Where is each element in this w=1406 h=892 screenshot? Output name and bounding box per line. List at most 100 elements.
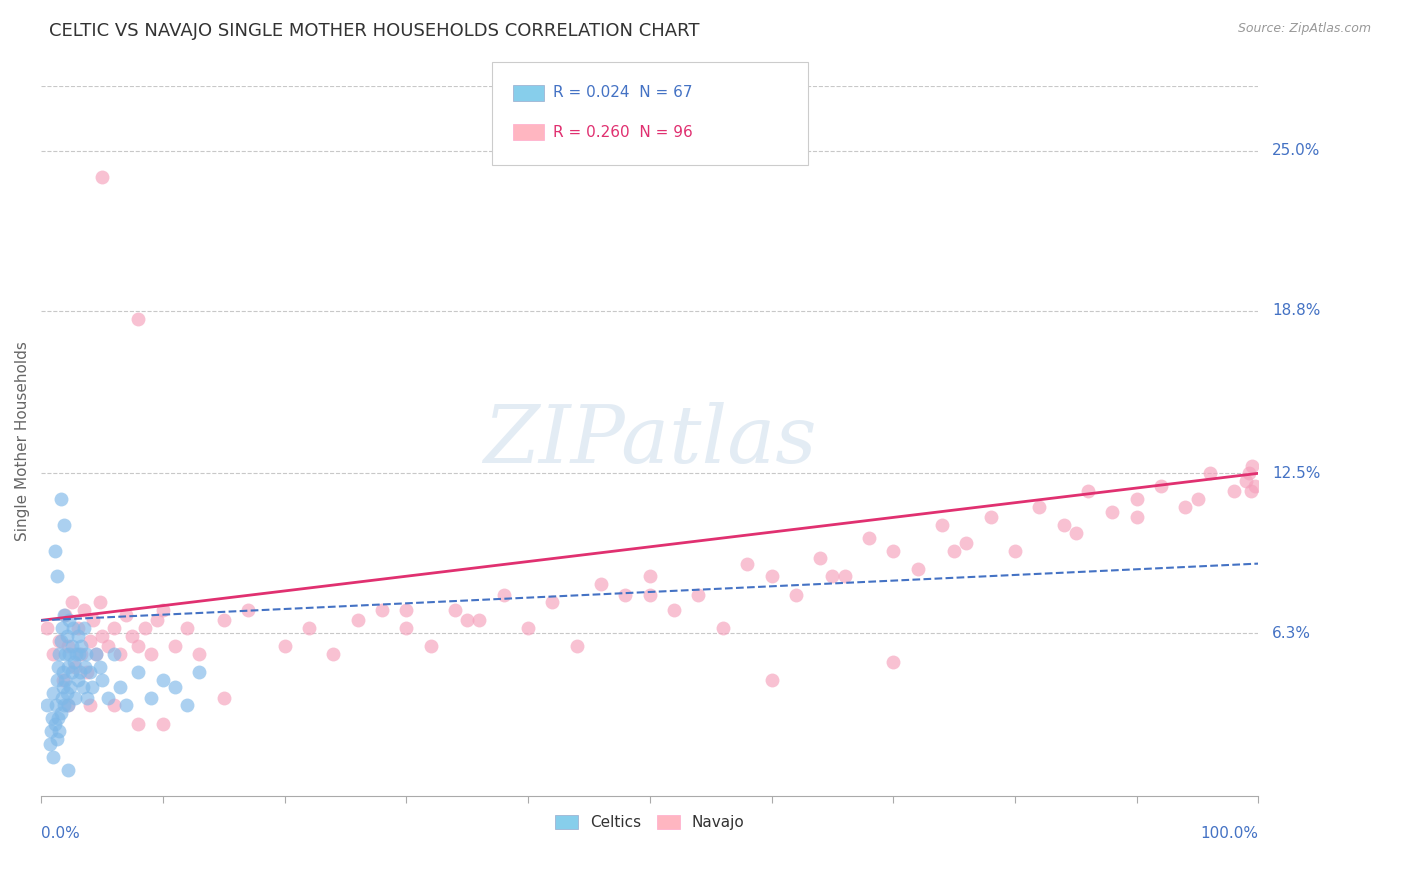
Point	[60, 665, 83, 679]
Point	[212, 613, 235, 627]
Point	[1077, 484, 1099, 499]
Point	[371, 603, 394, 617]
Point	[56, 698, 79, 713]
Point	[468, 613, 491, 627]
Point	[1243, 479, 1265, 493]
Point	[55, 673, 77, 687]
Point	[65, 647, 87, 661]
Point	[152, 603, 174, 617]
Text: R = 0.024  N = 67: R = 0.024 N = 67	[553, 86, 692, 100]
Point	[761, 569, 783, 583]
Point	[322, 647, 344, 661]
Point	[662, 603, 685, 617]
Text: CELTIC VS NAVAJO SINGLE MOTHER HOUSEHOLDS CORRELATION CHART: CELTIC VS NAVAJO SINGLE MOTHER HOUSEHOLD…	[49, 22, 700, 40]
Point	[84, 647, 107, 661]
Point	[73, 603, 96, 617]
Point	[41, 711, 63, 725]
Point	[44, 716, 66, 731]
Point	[1198, 467, 1220, 481]
Point	[62, 621, 84, 635]
Point	[59, 681, 82, 695]
Point	[152, 716, 174, 731]
Y-axis label: Single Mother Households: Single Mother Households	[15, 341, 30, 541]
Text: ZIPatlas: ZIPatlas	[484, 402, 817, 480]
Point	[60, 595, 83, 609]
Point	[907, 562, 929, 576]
Point	[1223, 484, 1246, 499]
Point	[55, 647, 77, 661]
Point	[591, 577, 613, 591]
Point	[638, 588, 661, 602]
Point	[115, 698, 138, 713]
Point	[45, 731, 67, 746]
Point	[1240, 484, 1263, 499]
Point	[66, 673, 89, 687]
Point	[39, 724, 62, 739]
Point	[163, 639, 186, 653]
Point	[115, 608, 138, 623]
Point	[69, 665, 91, 679]
Point	[176, 621, 198, 635]
Text: 18.8%: 18.8%	[1272, 303, 1320, 318]
Point	[52, 665, 75, 679]
Point	[298, 621, 321, 635]
Point	[103, 647, 125, 661]
Point	[56, 698, 79, 713]
Point	[931, 517, 953, 532]
Point	[943, 543, 966, 558]
Point	[785, 588, 807, 602]
Point	[688, 588, 710, 602]
Point	[37, 698, 59, 713]
Point	[56, 660, 79, 674]
Point	[55, 629, 77, 643]
Point	[45, 569, 67, 583]
Point	[97, 639, 120, 653]
Point	[456, 613, 478, 627]
Point	[52, 681, 75, 695]
Point	[163, 681, 186, 695]
Point	[56, 639, 79, 653]
Point	[128, 311, 150, 326]
Point	[53, 698, 76, 713]
Point	[70, 647, 93, 661]
Point	[49, 706, 72, 721]
Point	[110, 681, 132, 695]
Point	[58, 647, 80, 661]
Point	[58, 613, 80, 627]
Point	[63, 655, 86, 669]
Point	[882, 543, 904, 558]
Point	[38, 737, 60, 751]
Point	[134, 621, 156, 635]
Point	[42, 685, 65, 699]
Point	[37, 621, 59, 635]
Point	[53, 608, 76, 623]
Point	[1241, 458, 1264, 473]
Point	[638, 569, 661, 583]
Point	[82, 613, 104, 627]
Point	[139, 647, 162, 661]
Point	[761, 673, 783, 687]
Point	[49, 492, 72, 507]
Point	[955, 536, 977, 550]
Point	[103, 698, 125, 713]
Point	[103, 621, 125, 635]
Point	[72, 681, 94, 695]
Point	[82, 681, 104, 695]
Text: 0.0%: 0.0%	[41, 826, 80, 841]
Point	[91, 169, 114, 184]
Point	[60, 639, 83, 653]
Point	[711, 621, 734, 635]
Point	[176, 698, 198, 713]
Point	[1187, 492, 1209, 507]
Point	[63, 660, 86, 674]
Point	[48, 647, 70, 661]
Text: 100.0%: 100.0%	[1201, 826, 1258, 841]
Text: Source: ZipAtlas.com: Source: ZipAtlas.com	[1237, 22, 1371, 36]
Point	[55, 685, 77, 699]
Point	[614, 588, 637, 602]
Point	[63, 690, 86, 705]
Point	[145, 613, 167, 627]
Point	[79, 698, 101, 713]
Point	[52, 673, 75, 687]
Point	[1174, 500, 1197, 514]
